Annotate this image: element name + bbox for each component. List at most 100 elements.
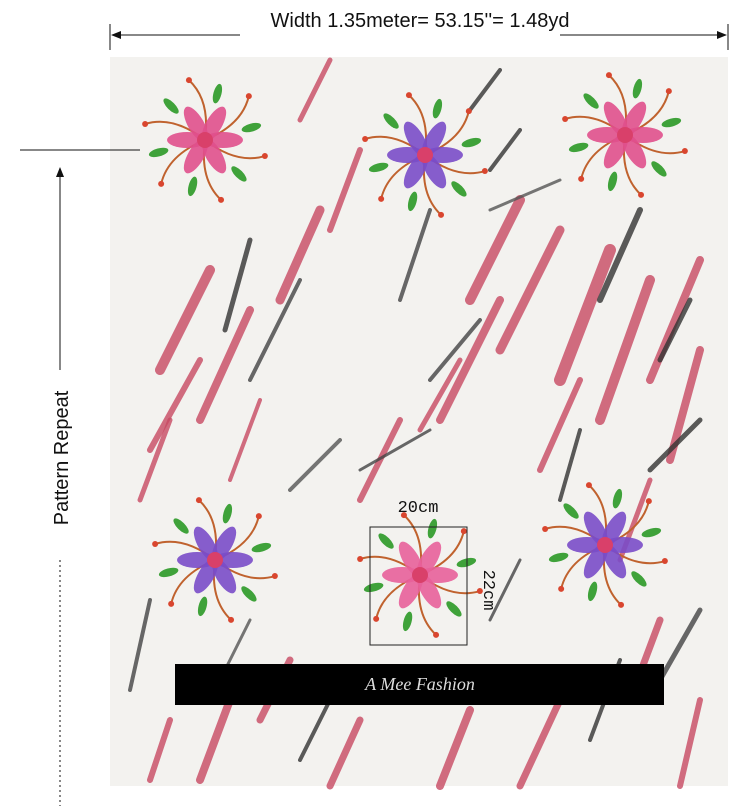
brush-stroke	[657, 607, 703, 683]
leaf	[383, 113, 399, 129]
brush-stroke	[248, 278, 302, 382]
stamen-tip	[158, 180, 165, 187]
brush-stroke	[554, 244, 616, 386]
stamen-tip	[357, 555, 364, 562]
leaf	[368, 162, 389, 173]
stamen-tip	[195, 497, 202, 504]
flower	[562, 72, 688, 198]
brush-stroke	[657, 297, 693, 363]
stamen-tip	[271, 573, 278, 580]
brush-stroke	[358, 428, 432, 472]
brush-stroke	[228, 398, 262, 482]
leaf	[548, 552, 569, 563]
leaf	[173, 518, 189, 534]
stamen-tip	[245, 93, 252, 100]
brush-stroke	[436, 706, 474, 790]
stamen-tip	[152, 540, 159, 547]
leaf	[212, 83, 223, 104]
brush-stroke	[537, 377, 583, 473]
brush-stroke	[128, 598, 152, 692]
leaf	[612, 488, 623, 509]
stamen-tip	[460, 528, 467, 535]
leaf	[583, 93, 599, 109]
leaf	[378, 533, 394, 549]
leaf	[661, 117, 682, 128]
leaf	[231, 166, 247, 182]
flower	[142, 77, 268, 203]
stamen-tip	[665, 88, 672, 95]
leaf	[451, 181, 467, 197]
stamen-tip	[438, 211, 445, 218]
leaf	[241, 586, 257, 602]
motif-width: 20cm	[398, 499, 439, 518]
width-label: Width 1.35meter= 53.15''= 1.48yd	[271, 10, 570, 32]
stamen-tip	[558, 585, 565, 592]
leaf	[241, 122, 262, 133]
leaf	[632, 78, 643, 99]
leaf	[402, 611, 413, 632]
motif-height: 22cm	[478, 570, 497, 611]
brush-stroke	[428, 318, 482, 382]
stamen-tip	[228, 616, 235, 623]
leaf	[363, 582, 384, 593]
flower-center	[207, 552, 223, 568]
banner	[175, 664, 664, 705]
stamen-tip	[681, 148, 688, 155]
stamen-tip	[400, 512, 407, 519]
stamen-tip	[638, 191, 645, 198]
brush-stroke	[647, 417, 703, 473]
repeat-label: Pattern Repeat	[51, 390, 73, 525]
brush-stroke	[488, 558, 522, 622]
brush-stroke	[147, 357, 203, 453]
stamen-tip	[362, 135, 369, 142]
flower	[362, 92, 488, 218]
stamen-tip	[185, 77, 192, 84]
leaf	[407, 191, 418, 212]
brush-stroke	[275, 205, 325, 305]
brush-stroke	[495, 225, 565, 355]
leaf	[222, 503, 233, 524]
stamen-tip	[605, 72, 612, 79]
flower	[357, 512, 483, 638]
leaf	[631, 571, 647, 587]
stamen-tip	[378, 195, 385, 202]
leaf	[607, 171, 618, 192]
brush-stroke	[326, 716, 364, 790]
leaf	[651, 161, 667, 177]
brush-stroke	[417, 357, 463, 433]
flowers	[142, 72, 688, 638]
brush-stroke	[327, 147, 363, 233]
brush-stroke	[465, 195, 525, 305]
brush-stroke	[516, 696, 564, 790]
brush-stroke	[398, 208, 432, 302]
brush-stroke	[677, 697, 703, 789]
brush-stroke	[196, 696, 234, 784]
brush-stroke	[297, 57, 333, 123]
flower-center	[617, 127, 633, 143]
leaf	[158, 567, 179, 578]
brush-stroke	[558, 428, 582, 502]
stamen-tip	[405, 92, 412, 99]
stamen-tip	[373, 615, 380, 622]
stamen-tip	[562, 115, 569, 122]
flower-center	[417, 147, 433, 163]
brush-stroke	[298, 698, 332, 762]
leaf	[197, 596, 208, 617]
stamen-tip	[661, 558, 668, 565]
brush-stroke	[597, 207, 643, 303]
brush-stroke	[222, 237, 253, 333]
flower	[152, 497, 278, 623]
stamen-tip	[168, 600, 175, 607]
brush-stroke	[137, 417, 173, 503]
leaf	[587, 581, 598, 602]
brush-stroke	[155, 265, 215, 375]
flower-center	[597, 537, 613, 553]
brush-stroke	[468, 68, 502, 112]
leaf	[432, 98, 443, 119]
leaf	[461, 137, 482, 148]
flower-center	[197, 132, 213, 148]
brush-stroke	[436, 296, 504, 424]
stamen-tip	[645, 498, 652, 505]
brand: A Mee Fashion	[364, 674, 475, 694]
